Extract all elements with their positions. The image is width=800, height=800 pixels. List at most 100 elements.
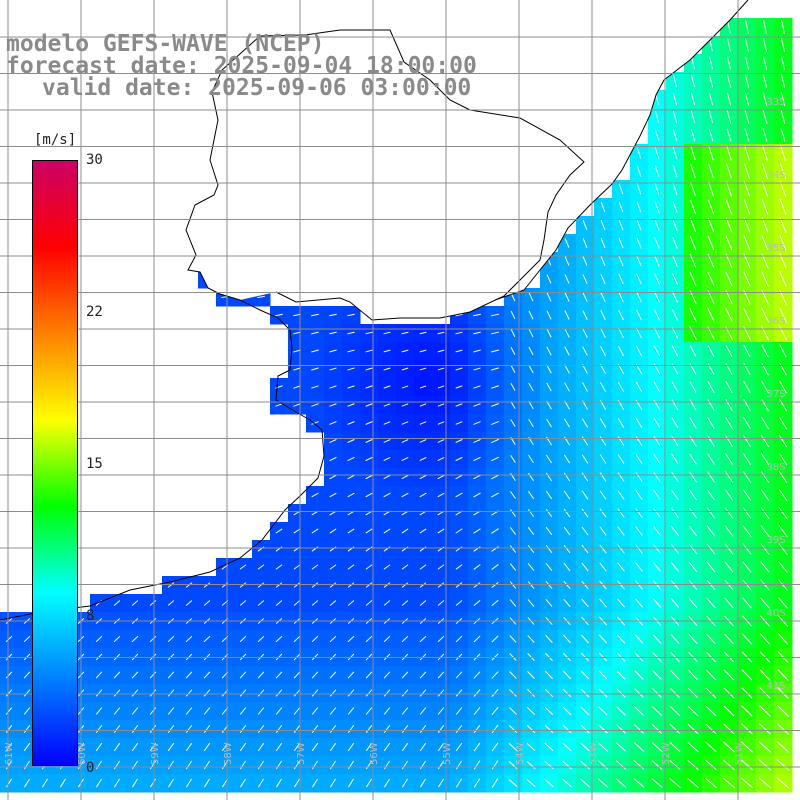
wind-arrow xyxy=(347,385,355,389)
wind-arrow xyxy=(419,528,427,534)
wind-arrow xyxy=(131,742,139,752)
wind-arrow xyxy=(419,403,427,407)
wind-arrow xyxy=(527,563,535,571)
wind-arrow xyxy=(383,742,391,752)
wind-arrow xyxy=(329,635,337,643)
lon-label: 58W xyxy=(223,742,234,765)
wind-arrow xyxy=(473,635,481,643)
wind-arrow xyxy=(96,778,102,788)
wind-arrow xyxy=(705,705,717,717)
wind-arrow xyxy=(437,421,445,425)
wind-arrow xyxy=(311,313,319,317)
wind-arrow xyxy=(689,399,697,411)
wind-arrow xyxy=(419,367,427,371)
wind-arrow xyxy=(672,201,678,213)
wind-arrow xyxy=(615,778,627,788)
lon-label: 55W xyxy=(442,742,453,765)
wind-arrow xyxy=(23,689,31,697)
wind-arrow xyxy=(689,489,697,501)
wind-arrow xyxy=(688,669,698,681)
wind-arrow xyxy=(23,725,31,733)
wind-arrow xyxy=(742,525,752,537)
wind-arrow xyxy=(113,689,121,697)
wind-arrow xyxy=(636,273,642,285)
wind-arrow xyxy=(455,403,463,407)
wind-arrow xyxy=(743,344,751,358)
wind-arrow xyxy=(688,561,698,573)
wind-arrow xyxy=(473,438,481,444)
wind-arrow xyxy=(491,349,499,353)
wind-arrow xyxy=(671,435,679,447)
wind-arrow xyxy=(5,760,13,770)
wind-arrow xyxy=(42,778,48,788)
wind-arrow xyxy=(742,507,752,519)
wind-arrow xyxy=(509,599,517,607)
land-area xyxy=(0,0,749,621)
wind-arrow xyxy=(275,671,283,679)
wind-arrow xyxy=(562,688,572,698)
wind-arrow xyxy=(689,235,697,251)
wind-arrow xyxy=(744,110,750,124)
lon-label: 57W xyxy=(296,742,307,765)
wind-arrow xyxy=(275,564,283,570)
lat-label: 39S xyxy=(766,535,785,546)
wind-arrow xyxy=(635,345,643,357)
wind-arrow xyxy=(347,671,355,679)
wind-arrow xyxy=(635,471,643,483)
wind-arrow xyxy=(545,634,553,644)
wind-arrow xyxy=(618,309,624,321)
wind-arrow xyxy=(688,525,698,537)
wind-arrow xyxy=(113,760,121,770)
lat-label: 40S xyxy=(766,608,785,619)
wind-arrow xyxy=(563,544,571,554)
wind-arrow xyxy=(671,507,679,519)
wind-arrow xyxy=(491,760,499,770)
wind-arrow xyxy=(455,635,463,643)
wind-arrow xyxy=(654,165,660,177)
wind-arrow xyxy=(743,181,751,197)
wind-arrow xyxy=(5,742,13,752)
wind-arrow xyxy=(545,508,553,518)
wind-arrow xyxy=(707,325,715,341)
wind-arrow xyxy=(669,741,681,753)
wind-arrow xyxy=(776,759,790,771)
wind-arrow xyxy=(239,671,247,679)
wind-arrow xyxy=(617,472,625,482)
wind-arrow xyxy=(311,492,319,498)
wind-arrow xyxy=(401,600,409,606)
wind-arrow xyxy=(509,563,517,571)
model-title: modelo GEFS-WAVE (NCEP) xyxy=(6,31,325,57)
wind-arrow xyxy=(293,403,301,407)
wind-arrow xyxy=(473,385,481,389)
wind-arrow xyxy=(599,526,607,536)
colorbar-tick-8: 8 xyxy=(86,608,95,624)
wind-arrow xyxy=(347,528,355,534)
wind-arrow xyxy=(491,706,499,716)
wind-arrow xyxy=(618,237,624,249)
wind-arrow xyxy=(706,597,716,609)
wind-arrow xyxy=(510,419,516,427)
wind-arrow xyxy=(275,760,283,770)
wind-arrow xyxy=(132,778,138,788)
wind-arrow xyxy=(759,669,771,681)
wind-arrow xyxy=(365,564,373,570)
wind-arrow xyxy=(383,725,391,733)
wind-arrow xyxy=(653,544,661,554)
wind-arrow xyxy=(203,760,211,770)
wind-arrow xyxy=(671,345,679,357)
wind-arrow xyxy=(600,291,606,303)
wind-arrow xyxy=(455,689,463,697)
wind-arrow xyxy=(653,327,661,339)
wind-arrow xyxy=(275,313,283,317)
wind-arrow xyxy=(580,724,590,734)
wind-arrow xyxy=(687,705,699,717)
wind-arrow xyxy=(510,455,516,463)
wind-arrow xyxy=(491,438,499,444)
wind-arrow xyxy=(779,271,787,287)
wind-arrow xyxy=(455,313,463,317)
wind-arrow xyxy=(635,435,643,447)
wind-arrow xyxy=(510,346,516,356)
wind-arrow xyxy=(347,456,355,462)
wind-arrow xyxy=(455,564,463,570)
wind-arrow xyxy=(347,564,355,570)
